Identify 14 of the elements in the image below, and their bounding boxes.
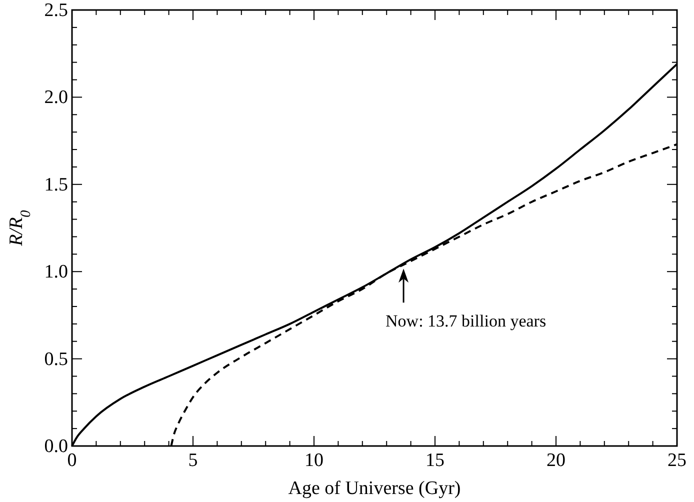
x-tick-label: 0 [67, 450, 77, 471]
x-tick-label: 20 [546, 450, 566, 471]
x-tick-label: 25 [668, 450, 686, 471]
y-tick-label: 0.5 [44, 348, 68, 370]
x-axis-title: Age of Universe (Gyr) [288, 478, 461, 499]
x-tick-label: 5 [188, 450, 198, 471]
x-tick-label: 15 [426, 450, 444, 471]
y-tick-label: 2.0 [44, 87, 68, 108]
y-tick-label: 1.5 [44, 174, 68, 196]
annotation: Now: 13.7 billion years [386, 312, 546, 331]
x-tick-label: 10 [304, 450, 324, 471]
y-tick-label: 2.5 [44, 0, 68, 21]
y-tick-label: 0.0 [44, 436, 68, 457]
y-tick-label: 1.0 [44, 262, 68, 283]
